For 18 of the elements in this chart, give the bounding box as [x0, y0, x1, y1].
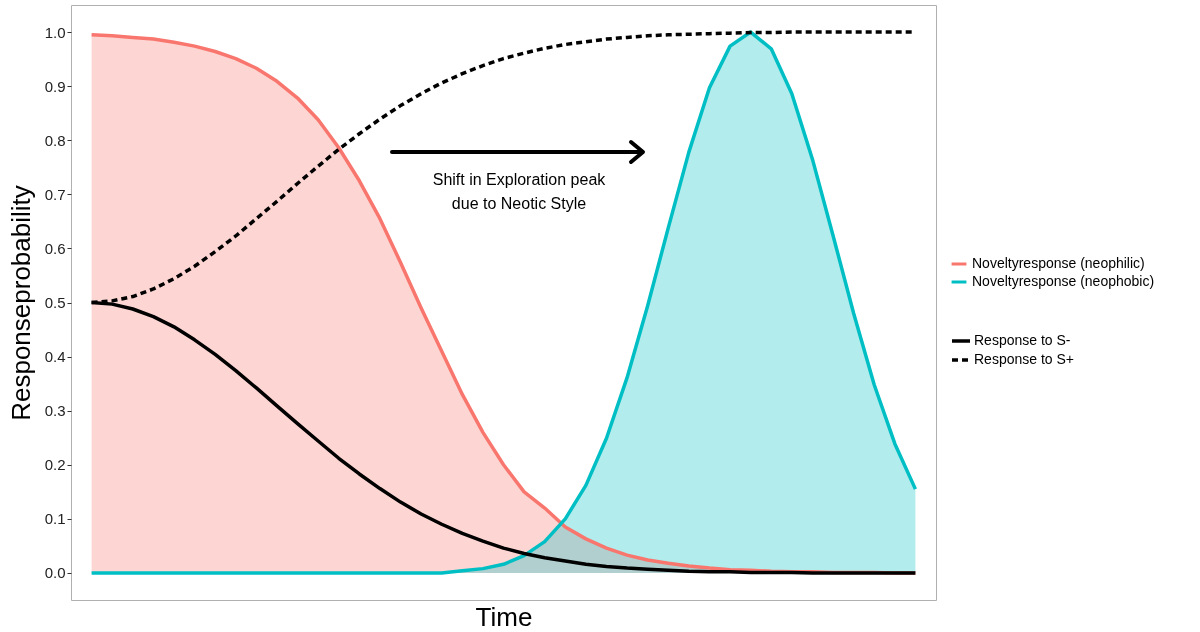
- legend-label: Noveltyresponse (neophobic): [972, 273, 1155, 289]
- y-tick-label: 0.8: [44, 131, 66, 149]
- y-tick-label: 0.7: [44, 185, 66, 203]
- y-tick-label: 0.5: [44, 294, 66, 311]
- y-tick-label: 0.4: [44, 348, 66, 366]
- legend-label: Response to S-: [974, 332, 1071, 348]
- y-tick-label: 0.3: [44, 402, 66, 420]
- y-tick-label: 0.0: [44, 564, 66, 582]
- y-tick-label: 0.2: [44, 456, 66, 474]
- x-axis-title: Time: [475, 601, 533, 632]
- y-tick-label: 0.1: [44, 510, 66, 528]
- y-axis-title: Responseprobability: [5, 185, 36, 421]
- annotation: Shift in Exploration peak due to Neotic Style: [432, 171, 607, 212]
- y-tick-label: 0.9: [44, 77, 66, 95]
- legend-label: Response to S+: [974, 351, 1075, 367]
- y-tick-label: 1.0: [44, 23, 66, 41]
- y-tick-label: 0.6: [44, 239, 66, 257]
- legend-label: Noveltyresponse (neophilic): [972, 255, 1145, 271]
